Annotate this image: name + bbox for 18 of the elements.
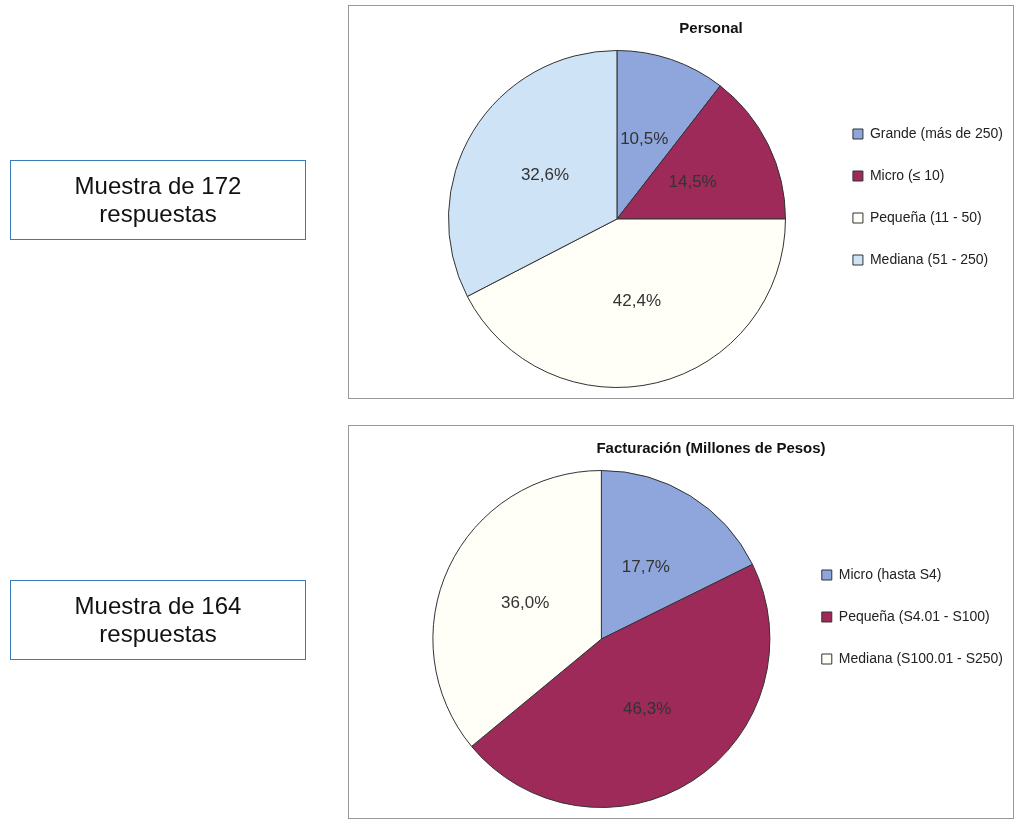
data-label: 42,4% xyxy=(612,290,661,310)
chart-title: Facturación (Millones de Pesos) xyxy=(596,439,826,457)
legend-label: Mediana (S100.01 - S250) xyxy=(838,649,1004,666)
legend-label: Pequeña (S4.01 - S100) xyxy=(838,607,990,624)
legend-label: Micro (≤ 10) xyxy=(869,166,945,183)
legend-label: Mediana (51 - 250) xyxy=(869,250,989,267)
text: Muestra de 172 respuestas xyxy=(10,160,306,240)
text: Muestra de 164 respuestas xyxy=(10,580,306,660)
legend-label: Pequeña (11 - 50) xyxy=(869,208,982,225)
data-label: 32,6% xyxy=(520,164,570,184)
legend-label: Grande (más de 250) xyxy=(869,124,1004,141)
chart-title: Personal xyxy=(679,19,743,37)
data-label: 10,5% xyxy=(620,128,669,148)
data-label: 46,3% xyxy=(623,699,672,719)
data-label: 36,0% xyxy=(501,592,550,612)
legend-label: Micro (hasta S4) xyxy=(838,565,942,582)
data-label: 17,7% xyxy=(621,557,670,577)
data-label: 14,5% xyxy=(668,171,717,191)
